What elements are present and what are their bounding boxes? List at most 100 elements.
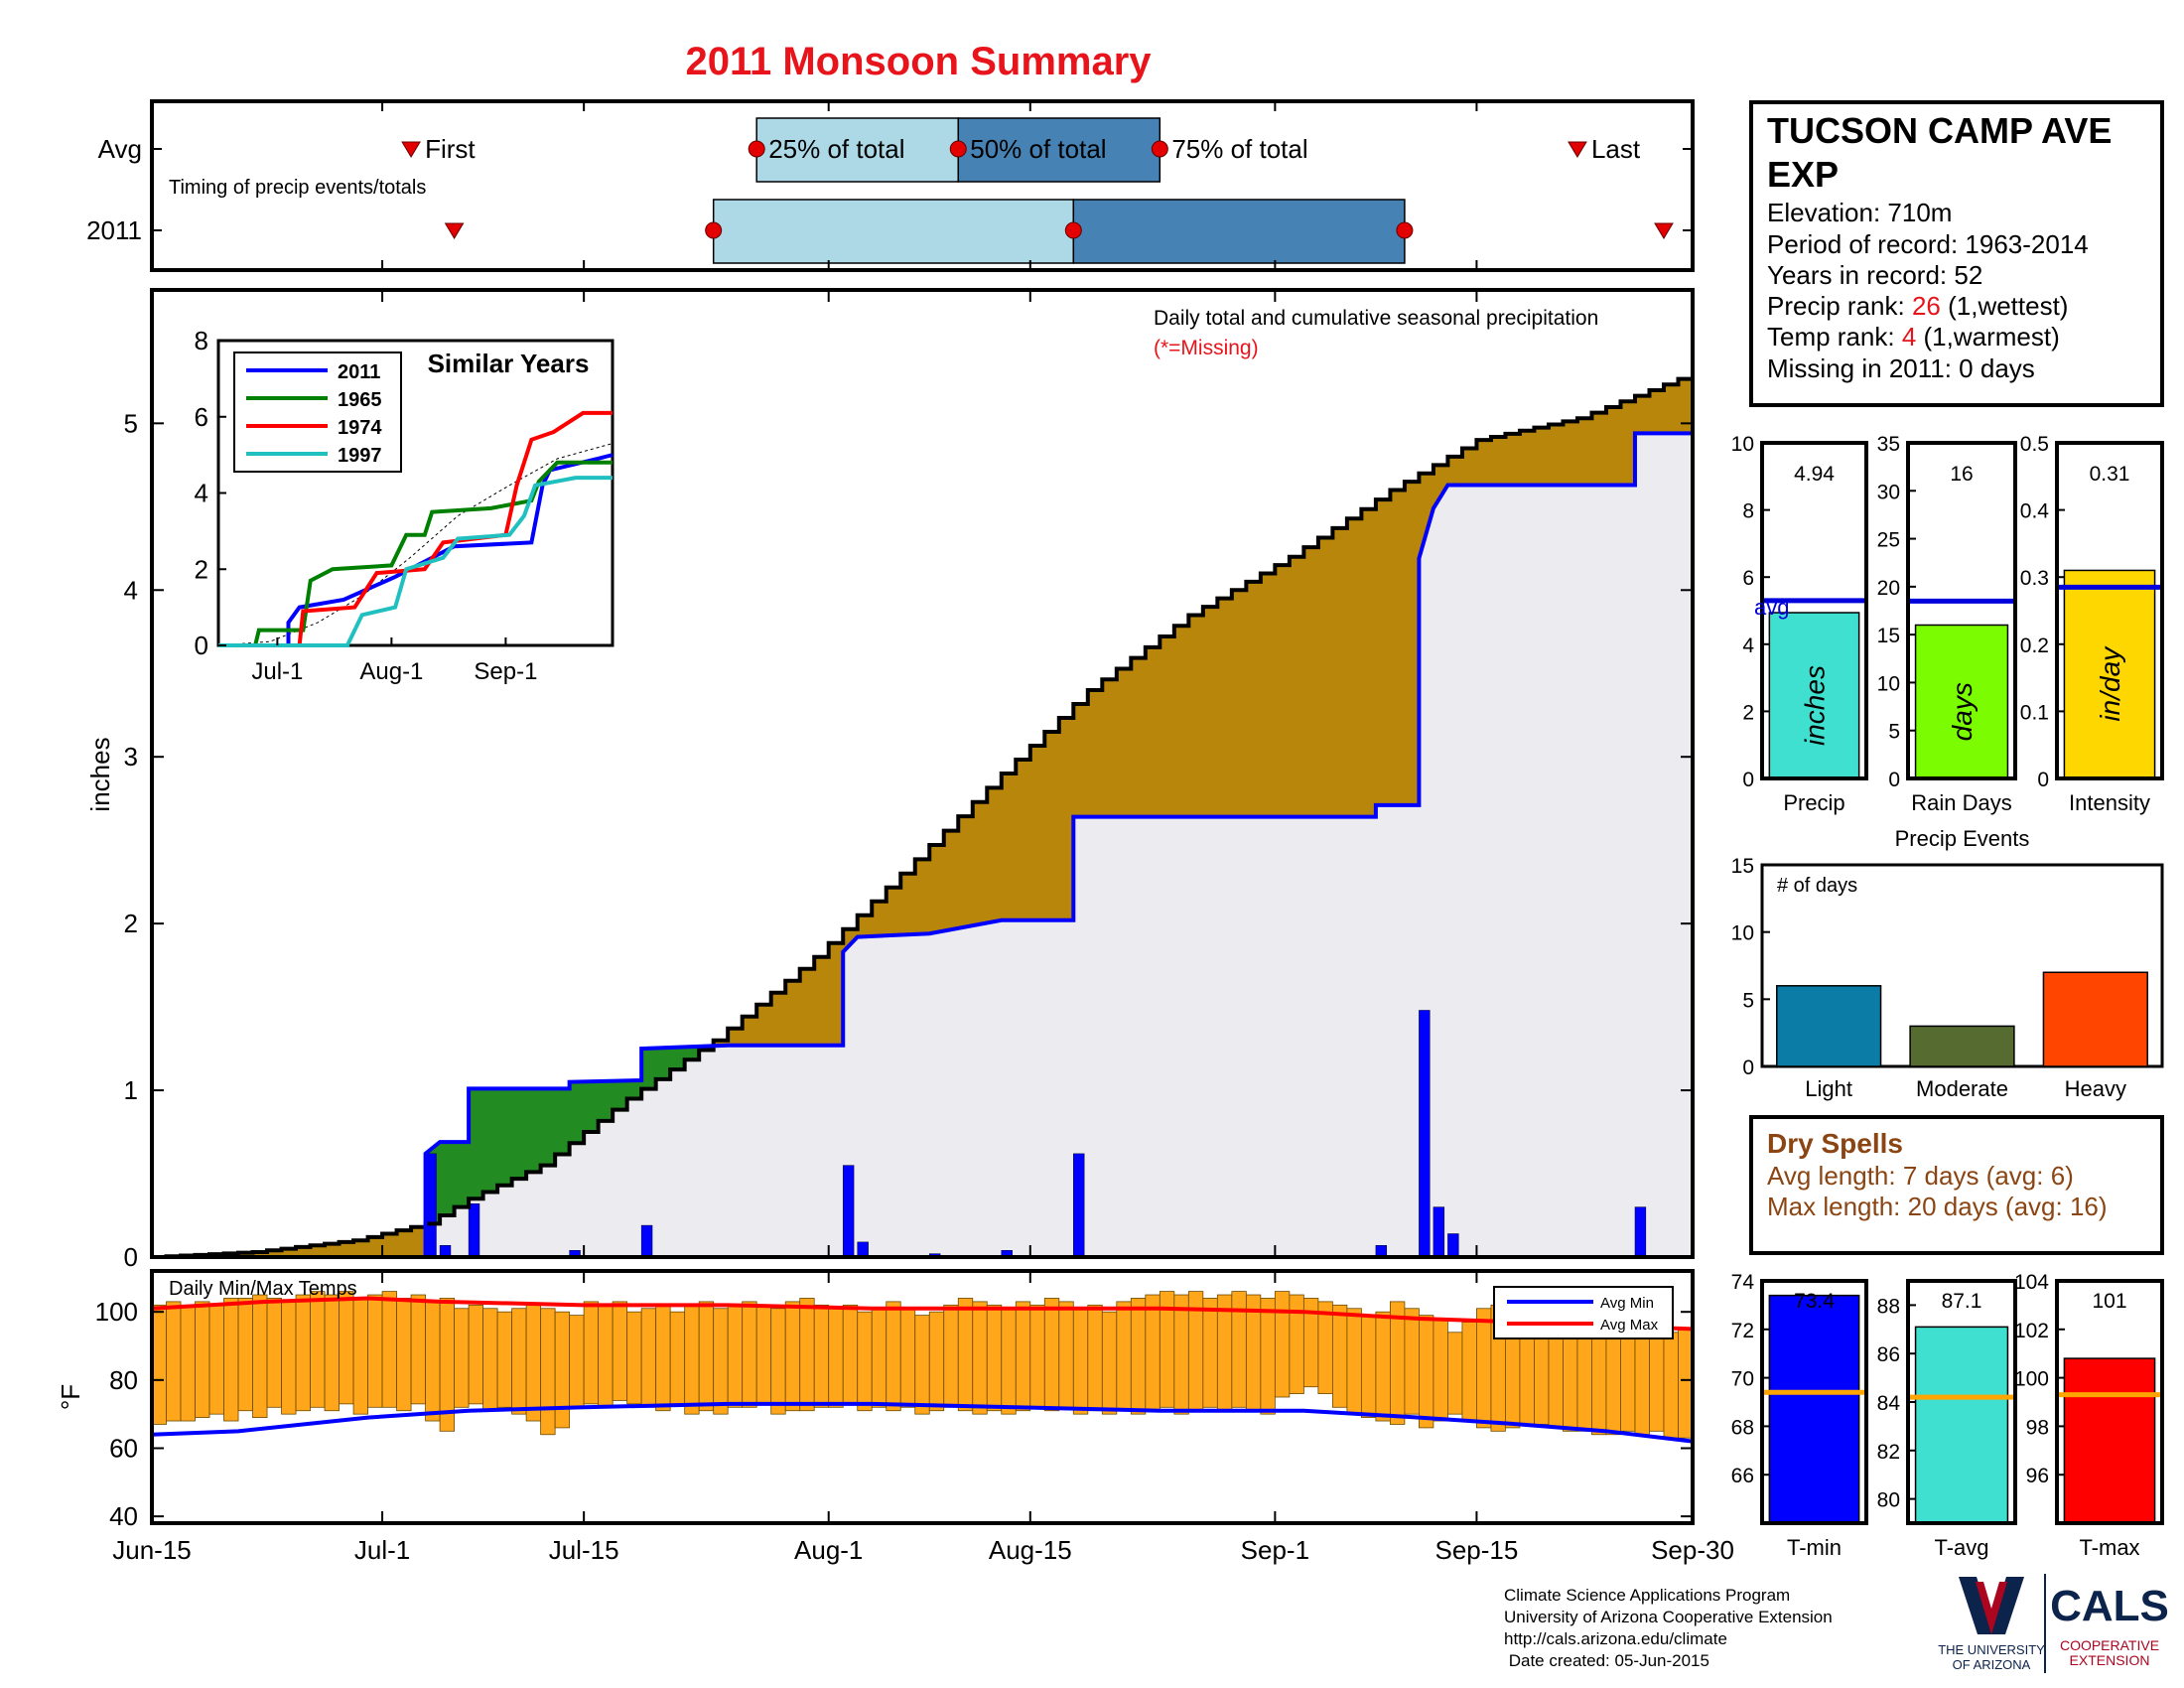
inset-xtick-label: Sep-1: [474, 658, 537, 685]
daily-temp-bar: [986, 1304, 1003, 1412]
events-bar-moderate: [1909, 1025, 2015, 1067]
axis-label-tmax: T-max: [2079, 1535, 2139, 1560]
daily-temp-bar: [957, 1298, 974, 1412]
daily-precip-bar: [1419, 1010, 1431, 1258]
daily-temp-bar: [1663, 1332, 1679, 1439]
daily-temp-bar: [1317, 1301, 1333, 1394]
daily-temp-bar: [569, 1315, 585, 1408]
axis-label-raindays: Rain Days: [1911, 790, 2011, 815]
daily-temp-bar: [842, 1304, 859, 1405]
temps-ylabel: °F: [56, 1384, 85, 1410]
season-totals-panel: 0 2 4 6 8 10 4.94 Precip inches avg 0 5 10 15 20 25 30 35…: [1731, 433, 2164, 815]
ytick-label-intensity: 0.1: [2020, 701, 2049, 724]
similar-years-inset: 0 2 4 6 8 Jul-1 Aug-1 Sep-1 2011 1965 1974 1997 Simi…: [195, 326, 614, 685]
footer: Climate Science Applications Program Uni…: [1504, 1586, 1833, 1670]
ua-a-shape: [1959, 1577, 2024, 1634]
inset-xtick-label: Aug-1: [359, 658, 423, 685]
daily-temp-bar: [1634, 1325, 1650, 1436]
ytick-label-tmax: 98: [2026, 1416, 2049, 1439]
timing-y2011-last-marker: [1654, 222, 1674, 239]
inset-series-1965: [218, 460, 613, 647]
daily-precip-bar: [1433, 1206, 1445, 1258]
daily-temp-bar: [755, 1304, 772, 1405]
daily-temp-bar: [828, 1308, 844, 1408]
daily-temp-bar: [525, 1304, 542, 1422]
ua-a-inner: [1976, 1582, 2007, 1634]
timing-avg-q25-q50: [755, 117, 960, 183]
daily-temp-bar: [886, 1301, 901, 1412]
daily-temp-bar: [640, 1308, 657, 1408]
cum-ytick-label: 2: [124, 909, 138, 938]
events-title: Precip Events: [1895, 826, 2030, 851]
temps-annotation: Daily Min/Max Temps: [169, 1278, 357, 1300]
cumulative-frame: [150, 288, 1695, 1259]
station-precip-rank: Precip rank: 26 (1,wettest): [1767, 291, 2068, 321]
station-elevation: Elevation: 710m: [1767, 198, 1952, 227]
season-temps-panel: 66 68 70 72 74 73.4 T-min 80 82 84 86 88 87.1 T-avg 96…: [1731, 1271, 2164, 1560]
dry-spells-avg: Avg length: 7 days (avg: 6): [1767, 1161, 2074, 1191]
temps-frame: [150, 1269, 1695, 1525]
ytick-label-tmax: 102: [2014, 1320, 2049, 1342]
ytick-label-tmax: 96: [2026, 1465, 2049, 1487]
station-info-box: TUCSON CAMP AVE EXP Elevation: 710m Peri…: [1749, 100, 2164, 407]
daily-precip-bar: [1634, 1206, 1647, 1258]
daily-temp-bar: [871, 1308, 887, 1408]
avg-cumulative-line: [152, 372, 1695, 1259]
cumulative-precip-panel: 0 1 2 3 4 5 inches Daily total and cumulative s…: [85, 288, 1695, 1272]
inset-ytick-label: 4: [195, 479, 208, 508]
observed-cumulative-line: [152, 431, 1693, 1259]
daily-temp-bar: [496, 1311, 513, 1408]
bar-intensity: [2063, 569, 2156, 779]
ytick-label-intensity: 0.3: [2020, 567, 2049, 590]
unit-label-intensity: in/day: [2095, 645, 2125, 722]
ytick-label-precip: 2: [1742, 701, 1754, 724]
ytick-label-raindays: 0: [1888, 769, 1900, 791]
ytick-label-tmin: 68: [1731, 1416, 1754, 1439]
ytick-label-raindays: 35: [1877, 433, 1900, 456]
daily-temp-bar: [1461, 1322, 1477, 1422]
precip-events-panel: Precip Events Light Moderate Heavy 0 5 10 15 # o…: [1731, 826, 2164, 1101]
footer-university: University of Arizona Cooperative Extens…: [1504, 1608, 1833, 1626]
daily-temp-bar: [1029, 1304, 1045, 1408]
daily-temp-bar: [1072, 1308, 1089, 1415]
daily-temp-bar: [626, 1311, 642, 1405]
footer-url: http://cals.arizona.edu/climate: [1504, 1629, 1727, 1648]
ytick-label-intensity: 0.4: [2020, 500, 2050, 523]
daily-temp-bar: [583, 1301, 600, 1405]
daily-temp-bar: [1058, 1301, 1074, 1408]
value-label-raindays: 16: [1950, 463, 1973, 486]
ytick-label-tmin: 74: [1731, 1271, 1755, 1294]
daily-temp-bar: [684, 1304, 700, 1415]
timing-y2011-first-marker: [444, 222, 465, 239]
xtick-label: Sep-15: [1435, 1535, 1519, 1565]
timing-y2011-q75-marker: [1396, 221, 1414, 239]
unit-label-raindays: days: [1947, 682, 1978, 741]
daily-temp-bar: [698, 1301, 715, 1412]
events-category-label: Light: [1805, 1076, 1852, 1101]
daily-temp-bar: [281, 1301, 297, 1415]
temps-ytick-label: 40: [109, 1501, 138, 1531]
daily-temp-bar: [1202, 1298, 1218, 1408]
inset-series-1997: [218, 476, 613, 647]
timing-avg-q75-marker: [1151, 140, 1168, 158]
timing-y2011-q25-marker: [705, 221, 723, 239]
daily-temp-bar: [540, 1308, 556, 1436]
ytick-label-tavg: 84: [1877, 1392, 1901, 1415]
station-missing: Missing in 2011: 0 days: [1767, 353, 2035, 383]
daily-temp-bar: [1087, 1304, 1103, 1412]
daily-temp-bar: [1605, 1328, 1621, 1436]
inset-ytick-label: 6: [195, 402, 208, 432]
daily-temp-bar: [266, 1298, 282, 1408]
daily-temp-bar: [1001, 1308, 1017, 1415]
daily-temp-bar: [554, 1311, 571, 1429]
timing-avg-last-marker: [1568, 141, 1587, 158]
value-label-tavg: 87.1: [1942, 1290, 1982, 1313]
timing-q25-label: 25% of total: [768, 134, 904, 164]
daily-temp-bar: [727, 1304, 744, 1408]
bar-tmin: [1768, 1294, 1860, 1524]
daily-temp-bar: [1591, 1325, 1607, 1436]
daily-temp-bar: [1331, 1304, 1348, 1408]
daily-precip-bar: [468, 1203, 480, 1258]
ytick-label-intensity: 0.5: [2020, 433, 2049, 456]
daily-temp-bar: [1678, 1328, 1694, 1439]
